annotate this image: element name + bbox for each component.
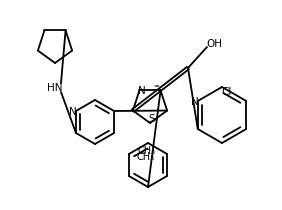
Text: N: N (191, 97, 199, 107)
Text: HN: HN (47, 83, 63, 93)
Text: =: = (153, 83, 159, 89)
Text: S: S (149, 114, 155, 124)
Text: Cl: Cl (222, 87, 232, 97)
Text: CH₃: CH₃ (137, 152, 155, 162)
Text: OH: OH (206, 39, 222, 49)
Text: CH₃: CH₃ (138, 146, 156, 156)
Text: N: N (138, 87, 145, 96)
Text: N: N (69, 107, 77, 117)
